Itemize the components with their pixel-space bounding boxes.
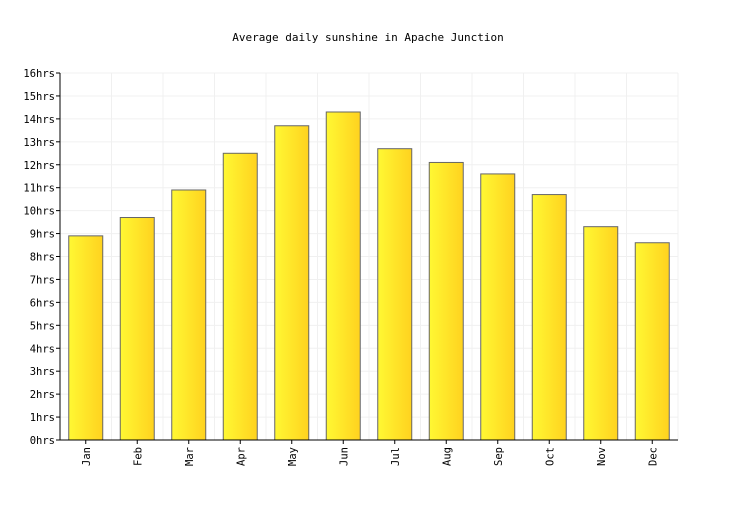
bar-jan bbox=[68, 235, 104, 441]
x-tick-label: Mar bbox=[184, 447, 196, 466]
y-tick-label: 14hrs bbox=[23, 114, 55, 126]
x-tick-label: Nov bbox=[596, 447, 608, 466]
bars-layer bbox=[68, 111, 670, 441]
x-tick-label: Apr bbox=[235, 447, 247, 466]
x-tick-label: May bbox=[287, 447, 299, 466]
x-tick-label: Jan bbox=[81, 447, 93, 466]
y-tick-label: 6hrs bbox=[30, 297, 55, 309]
bar-dec bbox=[634, 242, 670, 441]
bar-feb bbox=[119, 217, 155, 441]
bar-apr bbox=[222, 152, 258, 441]
bar-nov bbox=[583, 226, 619, 441]
y-tick-label: 2hrs bbox=[30, 389, 55, 401]
y-tick-label: 12hrs bbox=[23, 160, 55, 172]
bar-aug bbox=[428, 161, 464, 441]
x-tick-label: Jun bbox=[338, 447, 350, 466]
x-tick-label: Dec bbox=[647, 447, 659, 466]
y-tick-label: 11hrs bbox=[23, 183, 55, 195]
y-tick-label: 16hrs bbox=[23, 68, 55, 80]
y-tick-label: 5hrs bbox=[30, 320, 55, 332]
chart-title: Average daily sunshine in Apache Junctio… bbox=[232, 31, 504, 44]
y-tick-label: 1hrs bbox=[30, 412, 55, 424]
y-tick-label: 7hrs bbox=[30, 274, 55, 286]
x-tick-label: Oct bbox=[544, 447, 556, 466]
y-tick-label: 15hrs bbox=[23, 91, 55, 103]
y-tick-label: 13hrs bbox=[23, 137, 55, 149]
bar-jun bbox=[325, 111, 361, 441]
bar-sep bbox=[480, 173, 516, 441]
x-tick-label: Sep bbox=[493, 447, 505, 466]
y-tick-label: 8hrs bbox=[30, 252, 55, 264]
bar-jul bbox=[377, 148, 413, 441]
x-tick-label: Feb bbox=[132, 447, 144, 466]
x-tick-label: Jul bbox=[390, 447, 402, 466]
y-tick-label: 4hrs bbox=[30, 343, 55, 355]
y-tick-label: 10hrs bbox=[23, 206, 55, 218]
y-tick-label: 9hrs bbox=[30, 229, 55, 241]
bar-may bbox=[274, 125, 310, 441]
bar-oct bbox=[531, 194, 567, 441]
tick-labels-layer: 0hrs 1hrs 2hrs 3hrs 4hrs 5hrs 6hrs 7hrs 8hrs 9hrs… bbox=[23, 68, 659, 466]
axes-layer bbox=[56, 72, 678, 444]
y-tick-label: 3hrs bbox=[30, 366, 55, 378]
x-tick-label: Aug bbox=[441, 447, 453, 466]
bar-mar bbox=[171, 189, 207, 441]
y-tick-label: 0hrs bbox=[30, 435, 55, 447]
